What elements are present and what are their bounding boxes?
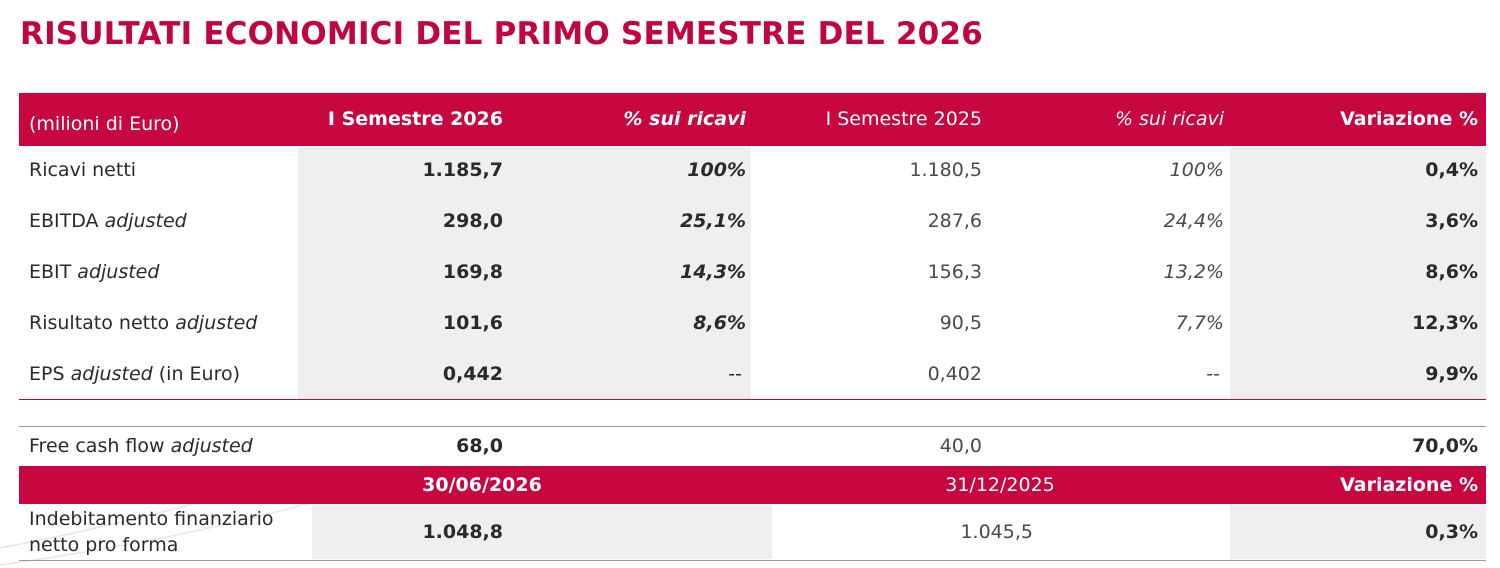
indebitamento-31-12: 1.045,5 bbox=[960, 521, 1033, 543]
row-label-text: EPS bbox=[29, 363, 65, 385]
indebitamento-label-line2: netto pro forma bbox=[29, 534, 179, 556]
row-label-ebit: EBIT adjusted bbox=[29, 249, 159, 295]
cell-variazione: 12,3% bbox=[1412, 312, 1478, 334]
header-pct-ricavi-2025: % sui ricavi bbox=[1114, 108, 1224, 130]
header-pct-ricavi-2026: % sui ricavi bbox=[623, 108, 746, 130]
row-label-risultato-netto: Risultato netto adjusted bbox=[29, 300, 257, 346]
cell-2025: 287,6 bbox=[927, 210, 982, 232]
row-label-ricavi: Ricavi netti bbox=[29, 147, 136, 193]
cell-pct-2025: 24,4% bbox=[1163, 210, 1224, 232]
row-label-italic: adjusted bbox=[104, 210, 187, 232]
cell-pct-2026: 25,1% bbox=[680, 210, 746, 232]
cell-2026: 298,0 bbox=[442, 210, 503, 232]
cell-pct-2026: 100% bbox=[687, 159, 746, 181]
table1-bottom-rule bbox=[19, 399, 1486, 400]
indebitamento-variazione: 0,3% bbox=[1425, 521, 1478, 543]
row-label-text: Ricavi netti bbox=[29, 159, 137, 181]
shade-col-variazione-2 bbox=[1230, 505, 1486, 559]
cell-variazione: 9,9% bbox=[1425, 363, 1478, 385]
cell-pct-2025: -- bbox=[1206, 363, 1220, 385]
cell-pct-2025: 100% bbox=[1169, 159, 1224, 181]
header-semestre-2025: I Semestre 2025 bbox=[825, 108, 982, 130]
indebitamento-label-line1: Indebitamento finanziario bbox=[29, 508, 274, 530]
fcf-label-italic: adjusted bbox=[170, 435, 253, 457]
cell-variazione: 0,4% bbox=[1425, 159, 1478, 181]
cell-2026: 1.185,7 bbox=[422, 159, 503, 181]
cell-2025: 1.180,5 bbox=[909, 159, 982, 181]
row-label-ebitda: EBITDA adjusted bbox=[29, 198, 187, 244]
row-label-text: EBIT bbox=[29, 261, 72, 283]
header-semestre-2026: I Semestre 2026 bbox=[327, 108, 503, 130]
cell-variazione: 8,6% bbox=[1425, 261, 1478, 283]
row-label-eps: EPS adjusted (in Euro) bbox=[29, 351, 240, 397]
cell-2026: 101,6 bbox=[442, 312, 503, 334]
fcf-top-rule bbox=[19, 426, 1486, 427]
table1-header-band bbox=[19, 93, 1486, 146]
fcf-variazione: 70,0% bbox=[1412, 435, 1478, 457]
shade-col-30-06 bbox=[312, 505, 772, 559]
cell-pct-2026: 14,3% bbox=[680, 261, 746, 283]
fcf-2025: 40,0 bbox=[939, 435, 982, 457]
cell-pct-2025: 13,2% bbox=[1163, 261, 1224, 283]
page-title: RISULTATI ECONOMICI DEL PRIMO SEMESTRE D… bbox=[20, 16, 983, 52]
row-label-italic: adjusted bbox=[77, 261, 160, 283]
row-label-italic: adjusted bbox=[175, 312, 258, 334]
row-label-suffix: (in Euro) bbox=[158, 363, 241, 385]
header-variazione: Variazione % bbox=[1340, 108, 1478, 130]
cell-2025: 0,402 bbox=[927, 363, 982, 385]
header-unit: (milioni di Euro) bbox=[29, 113, 180, 135]
header-variazione-2: Variazione % bbox=[1340, 474, 1478, 496]
cell-2025: 90,5 bbox=[939, 312, 982, 334]
cell-2026: 169,8 bbox=[442, 261, 503, 283]
shade-col-variazione bbox=[1230, 147, 1486, 399]
row-label-text: Risultato netto bbox=[29, 312, 170, 334]
cell-2026: 0,442 bbox=[442, 363, 503, 385]
cell-pct-2026: 8,6% bbox=[693, 312, 746, 334]
row-label-text: EBITDA bbox=[29, 210, 99, 232]
table2-bottom-rule bbox=[19, 560, 1486, 561]
cell-2025: 156,3 bbox=[927, 261, 982, 283]
indebitamento-30-06: 1.048,8 bbox=[422, 521, 503, 543]
header-31-12-2025: 31/12/2025 bbox=[945, 474, 1055, 496]
fcf-label-text: Free cash flow bbox=[29, 435, 165, 457]
cell-pct-2025: 7,7% bbox=[1175, 312, 1224, 334]
shade-col-2026 bbox=[298, 147, 751, 399]
fcf-2026: 68,0 bbox=[456, 435, 503, 457]
table2-header-band bbox=[19, 466, 1486, 504]
fcf-label: Free cash flow adjusted bbox=[29, 428, 253, 464]
row-label-italic: adjusted bbox=[70, 363, 153, 385]
header-30-06-2026: 30/06/2026 bbox=[422, 474, 542, 496]
indebitamento-label: Indebitamento finanziario netto pro form… bbox=[29, 506, 274, 558]
cell-pct-2026: -- bbox=[728, 363, 742, 385]
cell-variazione: 3,6% bbox=[1425, 210, 1478, 232]
